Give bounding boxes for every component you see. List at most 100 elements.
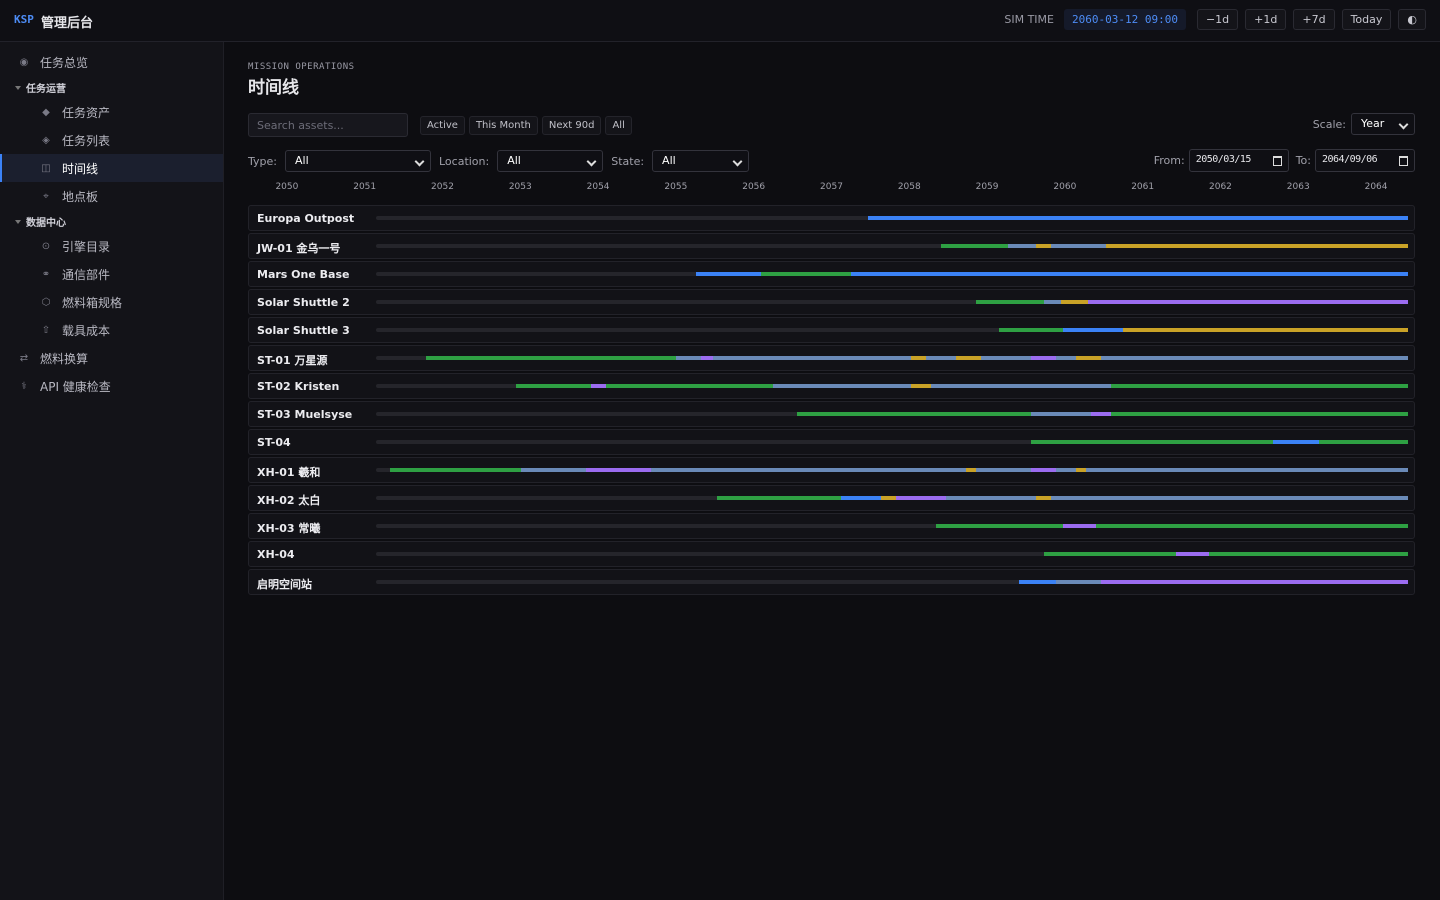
timeline-row[interactable]: ST-04 xyxy=(248,429,1415,455)
nav-item[interactable]: ⇧ 载具成本 xyxy=(0,316,223,344)
nav-item[interactable]: ⊙ 引擎目录 xyxy=(0,232,223,260)
nav-group[interactable]: 任务运营 xyxy=(0,76,223,98)
segment xyxy=(850,272,1408,276)
nav-icon: ◆ xyxy=(42,106,50,118)
segment xyxy=(966,468,977,472)
timeline-row[interactable]: XH-02 太白 xyxy=(248,485,1415,511)
nav-item[interactable]: ◫ 时间线 xyxy=(0,154,223,182)
segment xyxy=(1085,468,1408,472)
segment xyxy=(606,384,773,388)
asset-name: 启明空间站 xyxy=(257,578,312,591)
nav-item[interactable]: ⌖ 地点板 xyxy=(0,182,223,210)
timeline-row[interactable]: XH-03 常曦 xyxy=(248,513,1415,539)
segment xyxy=(1063,328,1123,332)
filter-chip[interactable]: Active xyxy=(420,116,465,135)
nav-icon: ⌖ xyxy=(43,190,49,202)
filter-select[interactable]: All xyxy=(652,150,750,172)
from-date[interactable]: 2050/03/15 xyxy=(1188,149,1289,172)
timeline-row[interactable]: Mars One Base xyxy=(248,261,1415,287)
timeline-row[interactable]: XH-01 羲和 xyxy=(248,457,1415,483)
timeline-row[interactable]: Europa Outpost xyxy=(248,205,1415,231)
segment xyxy=(1110,412,1408,416)
segment xyxy=(1090,412,1111,416)
nav-item[interactable]: ⇄ 燃料换算 xyxy=(0,344,223,372)
nav-item[interactable]: ◆ 任务资产 xyxy=(0,98,223,126)
track xyxy=(376,272,1408,276)
nav-item[interactable]: ⚕ API 健康检查 xyxy=(0,372,223,400)
segment xyxy=(1105,244,1408,248)
segment xyxy=(1087,300,1408,304)
asset-name: ST-03 Muelsyse xyxy=(257,408,353,421)
timeline-row[interactable]: XH-04 xyxy=(248,541,1415,567)
track xyxy=(376,412,1408,416)
sim-button[interactable]: +1d xyxy=(1245,9,1287,30)
nav-item[interactable]: ◈ 任务列表 xyxy=(0,126,223,154)
segment xyxy=(1110,384,1408,388)
segment xyxy=(1018,580,1056,584)
segment xyxy=(1050,496,1408,500)
segment xyxy=(1075,468,1086,472)
sim-time: 2060-03-12 09:00 xyxy=(1063,9,1186,30)
nav-item[interactable]: ◉ 任务总览 xyxy=(0,48,223,76)
scale-control: Scale: Year xyxy=(1313,113,1415,135)
sim-button[interactable]: −1d xyxy=(1196,9,1239,30)
year-label: 2058 xyxy=(897,182,921,192)
segment xyxy=(1055,468,1076,472)
year-label: 2050 xyxy=(275,182,299,192)
asset-name: Solar Shuttle 3 xyxy=(257,324,350,337)
timeline-row[interactable]: Solar Shuttle 2 xyxy=(248,289,1415,315)
segment xyxy=(1063,524,1096,528)
timeline-row[interactable]: ST-02 Kristen xyxy=(248,373,1415,399)
filter-chip[interactable]: All xyxy=(605,116,632,135)
segment xyxy=(911,356,927,360)
filter-chip[interactable]: This Month xyxy=(468,116,538,135)
search-input[interactable]: Search assets... xyxy=(248,113,408,137)
timeline-row[interactable]: JW-01 金乌一号 xyxy=(248,233,1415,259)
track xyxy=(376,216,1408,220)
year-label: 2052 xyxy=(431,182,454,192)
filter-chip[interactable]: Next 90d xyxy=(541,116,602,135)
app-title: 管理后台 xyxy=(41,16,94,31)
year-label: 2059 xyxy=(975,182,999,192)
nav-icon: ◉ xyxy=(19,56,29,68)
nav-group[interactable]: 数据中心 xyxy=(0,210,223,232)
segment xyxy=(1055,356,1076,360)
timeline-row[interactable]: Solar Shuttle 3 xyxy=(248,317,1415,343)
year-label: 2063 xyxy=(1286,182,1310,192)
asset-name: Mars One Base xyxy=(257,268,350,281)
segment xyxy=(695,272,761,276)
nav-item[interactable]: ⬡ 燃料箱规格 xyxy=(0,288,223,316)
segment xyxy=(515,384,592,388)
nav-item[interactable]: ⚭ 通信部件 xyxy=(0,260,223,288)
timeline-row[interactable]: ST-03 Muelsyse xyxy=(248,401,1415,427)
segment xyxy=(976,468,1031,472)
sidebar: ◉ 任务总览 任务运营 ◆ 任务资产 ◈ 任务列表 ◫ 时间线 ⌖ 地点板 数据中心 ⊙ 引擎目录 ⚭ 通信部… xyxy=(0,42,224,900)
track xyxy=(376,244,1408,248)
segment xyxy=(981,356,1031,360)
segment xyxy=(926,356,957,360)
segment xyxy=(772,384,912,388)
nav-icon: ⬡ xyxy=(41,296,51,308)
scale-select[interactable]: Year xyxy=(1351,113,1415,135)
segment xyxy=(1060,300,1088,304)
nav-label: 载具成本 xyxy=(62,323,111,338)
sim-button[interactable]: ◐ xyxy=(1398,9,1426,30)
segment xyxy=(936,524,1064,528)
asset-name: XH-02 太白 xyxy=(257,494,321,507)
segment xyxy=(1008,244,1036,248)
asset-name: ST-04 xyxy=(257,436,291,449)
to-date[interactable]: 2064/09/06 xyxy=(1315,149,1415,172)
segment xyxy=(896,496,947,500)
filter-select[interactable]: All xyxy=(284,150,431,172)
track xyxy=(376,300,1408,304)
filter-label: State: xyxy=(611,154,645,168)
filter-select[interactable]: All xyxy=(497,150,604,172)
track xyxy=(376,468,1408,472)
sim-button[interactable]: +7d xyxy=(1293,9,1335,30)
timeline-row[interactable]: 启明空间站 xyxy=(248,569,1415,595)
timeline-row[interactable]: ST-01 万星源 xyxy=(248,345,1415,371)
segment xyxy=(521,468,587,472)
track xyxy=(376,552,1408,556)
year-label: 2062 xyxy=(1209,182,1232,192)
sim-button[interactable]: Today xyxy=(1341,9,1392,30)
